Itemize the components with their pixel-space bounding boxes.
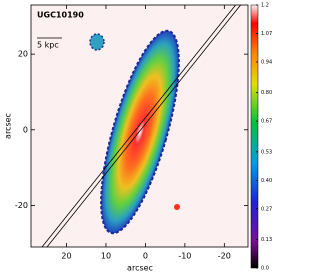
colorbar-tick-label: 0.53 (261, 149, 272, 155)
galaxy-image (41, 5, 242, 247)
galaxy-name: UGC10190 (37, 11, 84, 20)
x-tick-label: 10 (101, 252, 111, 261)
slit-line (41, 5, 237, 247)
x-tick-label: -20 (218, 252, 231, 261)
colorbar-tick-label: 0.80 (261, 90, 272, 96)
colorbar (250, 4, 259, 269)
y-tick-label: 0 (23, 125, 28, 134)
galaxy (101, 30, 179, 234)
colorbar-tick-label: 1.2 (261, 3, 269, 9)
colorbar-tick-label: 0.0 (261, 266, 269, 272)
colorbar-tick-label: 0.27 (261, 206, 272, 212)
y-axis-label: arcsec (4, 113, 13, 139)
spot (174, 204, 180, 210)
colorbar-tick-label: 1.07 (261, 31, 272, 37)
colorbar-tick-label: 0.13 (261, 237, 272, 243)
y-tick-label: -20 (15, 201, 28, 210)
x-tick-label: 20 (61, 252, 71, 261)
colorbar-tick-label: 0.94 (261, 59, 272, 65)
scale-label: 5 kpc (37, 41, 59, 50)
colorbar-tick-label: 0.67 (261, 119, 272, 125)
x-axis-label: arcsec (127, 264, 153, 273)
chart: UGC10190 5 kpc arcsec arcsec 20 10 0 -10 -20… (4, 3, 273, 273)
slit-line (46, 5, 242, 247)
x-tick-label: -10 (178, 252, 191, 261)
companion (89, 33, 105, 51)
galaxy-edge (100, 29, 180, 235)
colorbar-tick-label: 0.40 (261, 178, 272, 184)
y-tick-label: 20 (18, 50, 28, 59)
x-tick-label: 0 (143, 252, 148, 261)
